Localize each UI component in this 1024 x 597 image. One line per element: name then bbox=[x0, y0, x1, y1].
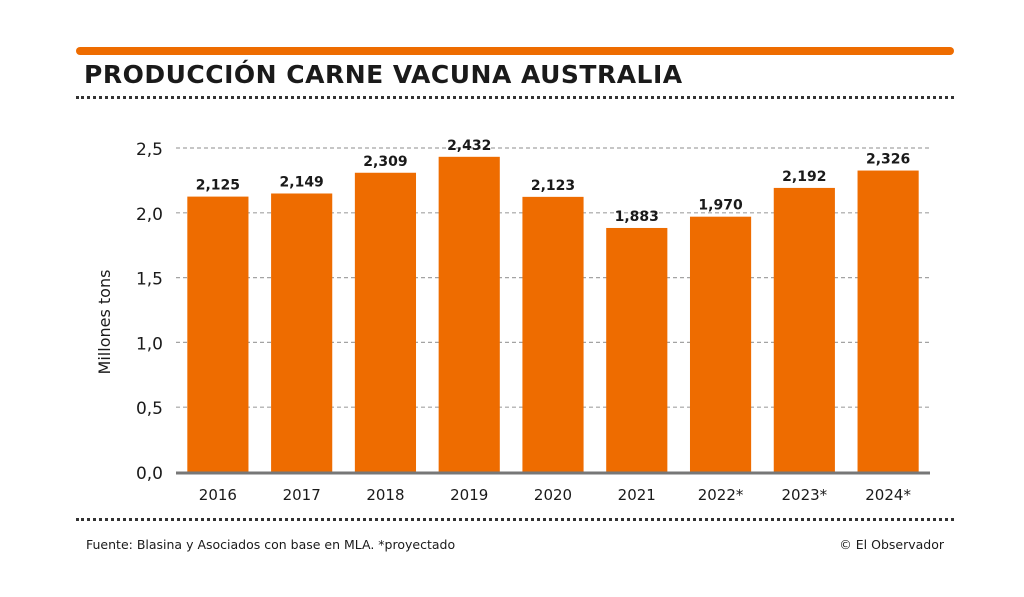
bar bbox=[187, 196, 249, 472]
y-tick-label: 1,0 bbox=[136, 334, 163, 354]
footer-divider bbox=[76, 518, 954, 521]
top-accent-rule bbox=[76, 47, 954, 55]
x-tick-label: 2020 bbox=[534, 486, 572, 504]
bar bbox=[522, 196, 584, 473]
y-axis-label: Millones tons bbox=[95, 270, 114, 375]
source-note: Fuente: Blasina y Asociados con base en … bbox=[86, 537, 456, 552]
x-tick-label: 2024* bbox=[865, 486, 911, 504]
bar bbox=[606, 227, 668, 472]
title-divider bbox=[76, 96, 954, 99]
y-tick-label: 0,5 bbox=[136, 399, 163, 419]
x-tick-label: 2023* bbox=[781, 486, 827, 504]
data-label: 2,432 bbox=[447, 138, 491, 154]
data-label: 2,326 bbox=[866, 152, 910, 168]
y-tick-label: 0,0 bbox=[136, 464, 163, 484]
bar bbox=[271, 193, 333, 472]
data-label: 1,970 bbox=[698, 198, 743, 214]
chart-title: PRODUCCIÓN CARNE VACUNA AUSTRALIA bbox=[84, 60, 683, 89]
publisher-credit: © El Observador bbox=[839, 537, 944, 552]
x-tick-label: 2021 bbox=[618, 486, 656, 504]
x-tick-label: 2019 bbox=[450, 486, 488, 504]
x-tick-label: 2018 bbox=[366, 486, 404, 504]
bar bbox=[689, 216, 752, 472]
x-tick-label: 2022* bbox=[698, 486, 744, 504]
data-label: 2,149 bbox=[280, 174, 324, 190]
y-tick-label: 2,5 bbox=[136, 140, 163, 160]
data-label: 2,309 bbox=[363, 154, 407, 170]
data-label: 2,123 bbox=[531, 178, 575, 194]
y-tick-label: 1,5 bbox=[136, 270, 163, 290]
bar bbox=[354, 172, 417, 472]
data-label: 1,883 bbox=[615, 209, 659, 225]
bar bbox=[857, 170, 919, 472]
data-label: 2,192 bbox=[782, 169, 826, 185]
bar bbox=[773, 187, 835, 472]
x-tick-label: 2016 bbox=[199, 486, 237, 504]
data-label: 2,125 bbox=[196, 178, 240, 194]
y-tick-label: 2,0 bbox=[136, 205, 163, 225]
bar bbox=[438, 156, 500, 472]
x-tick-label: 2017 bbox=[283, 486, 321, 504]
